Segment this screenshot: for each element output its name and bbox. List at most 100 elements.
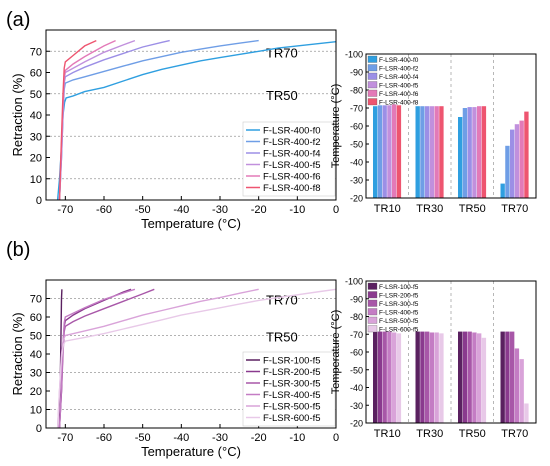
y-tick-label: -60 (350, 348, 363, 358)
bar (415, 106, 420, 198)
legend-label: F-LSR-400-f4 (379, 74, 419, 81)
bar (462, 108, 468, 198)
bar (377, 105, 383, 198)
y-axis-label: Retraction (%) (10, 312, 25, 395)
legend-label: F-LSR-300-f5 (379, 301, 419, 308)
y-tick-label: -30 (350, 401, 363, 411)
category-label: TR10 (374, 428, 401, 440)
bar (382, 331, 387, 423)
y-tick-label: 10 (30, 174, 42, 186)
bar (396, 333, 402, 423)
x-tick-label: -70 (57, 432, 73, 444)
series-line-3 (58, 39, 136, 201)
bar (392, 332, 397, 423)
bar (472, 107, 477, 198)
legend-label: F-LSR-200-f5 (263, 367, 321, 378)
legend-label: F-LSR-400-f8 (263, 183, 321, 194)
x-tick-label: -60 (96, 432, 112, 444)
legend-label: F-LSR-400-f6 (379, 91, 419, 98)
y-tick-label: -50 (350, 140, 363, 150)
x-tick-label: -20 (251, 204, 267, 216)
y-tick-label: 70 (30, 294, 42, 306)
bar (373, 331, 378, 423)
bar (434, 106, 439, 198)
y-tick-label: 20 (30, 153, 42, 165)
legend-box (242, 121, 336, 197)
category-label: TR70 (501, 428, 528, 440)
category-label: TR50 (459, 203, 486, 215)
y-tick-label: -100 (345, 50, 363, 60)
bar (510, 331, 515, 423)
bar (382, 105, 387, 198)
bar (510, 129, 515, 198)
bar (387, 105, 392, 198)
series-line-5 (56, 288, 337, 429)
legend-label: F-LSR-200-f5 (379, 293, 419, 300)
x-tick-label: -30 (212, 204, 228, 216)
bar (519, 359, 524, 423)
legend-label: F-LSR-300-f5 (263, 379, 321, 390)
legend-label: F-LSR-400-f2 (379, 66, 419, 73)
legend-label: F-LSR-400-f5 (263, 160, 321, 171)
bar (439, 333, 444, 423)
bar (514, 124, 520, 198)
legend-label: F-LSR-400-f5 (379, 83, 419, 90)
y-tick-label: -40 (350, 383, 363, 393)
legend-label: F-LSR-400-f5 (263, 390, 321, 401)
bar (420, 106, 425, 198)
y-tick-label: -100 (345, 277, 363, 287)
bar (477, 106, 482, 198)
y-tick-label: 60 (30, 68, 42, 80)
bar (467, 107, 472, 198)
series-line-1 (58, 288, 132, 429)
bar (425, 331, 430, 423)
legend-label: F-LSR-600-f5 (263, 413, 321, 424)
bar (420, 331, 425, 423)
y-tick-label: -30 (350, 176, 363, 186)
bar (396, 105, 402, 198)
bar (524, 403, 529, 423)
bar (377, 331, 383, 423)
y-tick-label: 0 (36, 423, 42, 435)
legend-swatch (367, 291, 378, 299)
bar-chart-a: TR10 TR30 TR50 TR70 -20 -30 -40 -50 -60 -70 -80 -90… (330, 50, 537, 215)
x-tick-label: -70 (57, 204, 73, 216)
panel-label-a: (a) (6, 9, 30, 31)
bar (415, 331, 420, 423)
series-line-4 (58, 39, 116, 201)
y-tick-label: 30 (30, 368, 42, 380)
category-label: TR30 (416, 428, 443, 440)
legend-swatch (367, 64, 378, 72)
y-tick-label: -20 (350, 419, 363, 429)
legend-label: F-LSR-400-f5 (379, 310, 419, 317)
x-tick-label: -50 (135, 432, 151, 444)
series-line-2 (58, 39, 170, 201)
legend-label: F-LSR-500-f5 (379, 318, 419, 325)
legend-swatch (367, 282, 378, 290)
legend-swatch (367, 98, 378, 106)
legend-swatch (367, 89, 378, 97)
bar (524, 111, 529, 198)
y-tick-label: 10 (30, 405, 42, 417)
category-label: TR50 (459, 428, 486, 440)
y-tick-label: -50 (350, 365, 363, 375)
y-tick-label: 60 (30, 312, 42, 324)
y-tick-label: 40 (30, 349, 42, 361)
x-tick-label: -40 (173, 204, 189, 216)
bar (505, 331, 510, 423)
bar (500, 183, 505, 198)
x-axis-label: Temperature (°C) (141, 216, 241, 231)
y-tick-label: 0 (36, 195, 42, 207)
x-tick-label: 0 (333, 204, 339, 216)
legend-label: F-LSR-400-f2 (263, 137, 321, 148)
y-tick-label: -90 (350, 294, 363, 304)
legend-label: F-LSR-400-f0 (263, 126, 321, 137)
bar (429, 332, 435, 423)
bar (387, 331, 392, 423)
x-tick-label: -10 (289, 432, 305, 444)
bar (373, 106, 378, 198)
legend-label: F-LSR-100-f5 (263, 356, 321, 367)
bar (481, 337, 487, 423)
annotation-label: TR50 (266, 88, 298, 103)
